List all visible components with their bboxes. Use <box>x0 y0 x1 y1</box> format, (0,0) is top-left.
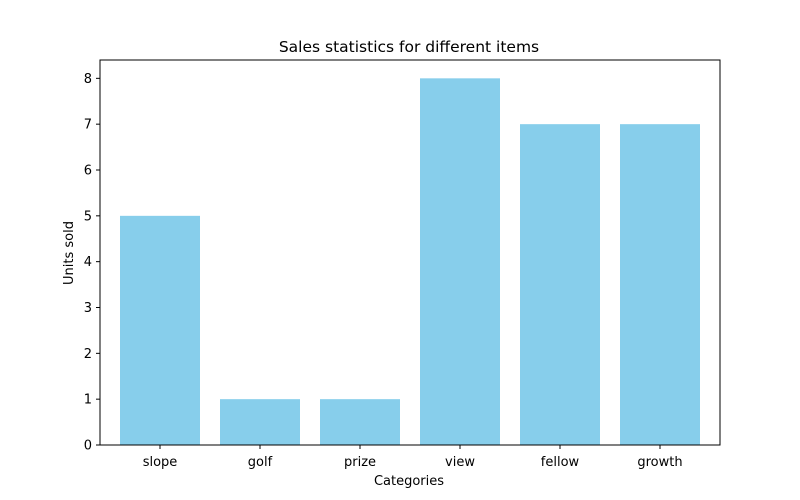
y-tick-label: 4 <box>84 255 92 270</box>
y-tick-label: 3 <box>84 301 92 316</box>
y-tick-label: 6 <box>84 164 92 179</box>
bar-slope <box>120 215 200 445</box>
x-axis-label: Categories <box>374 474 444 489</box>
y-tick-label: 7 <box>84 118 92 133</box>
bar-fellow <box>520 124 600 446</box>
y-axis-label: Units sold <box>62 221 77 285</box>
chart-title: Sales statistics for different items <box>279 38 539 56</box>
y-tick-label: 5 <box>84 209 92 224</box>
bar-golf <box>220 399 300 445</box>
bar-view <box>420 78 500 445</box>
y-tick-label: 8 <box>84 72 92 87</box>
y-tick-label: 2 <box>84 347 92 362</box>
x-tick-label-growth: growth <box>637 455 682 470</box>
plot-frame <box>99 59 721 446</box>
y-tick-label: 0 <box>84 439 92 454</box>
bar-prize <box>320 399 400 445</box>
plot-area: 0 1 2 3 4 5 6 7 8 slope golf prize view fellow growth <box>84 59 721 470</box>
x-tick-label-view: view <box>445 455 475 470</box>
x-tick-label-prize: prize <box>344 455 376 470</box>
bar-growth <box>620 124 700 446</box>
y-tick-label: 1 <box>84 393 92 408</box>
x-tick-label-golf: golf <box>248 455 273 470</box>
x-tick-label-fellow: fellow <box>541 455 580 470</box>
x-tick-label-slope: slope <box>143 455 178 470</box>
